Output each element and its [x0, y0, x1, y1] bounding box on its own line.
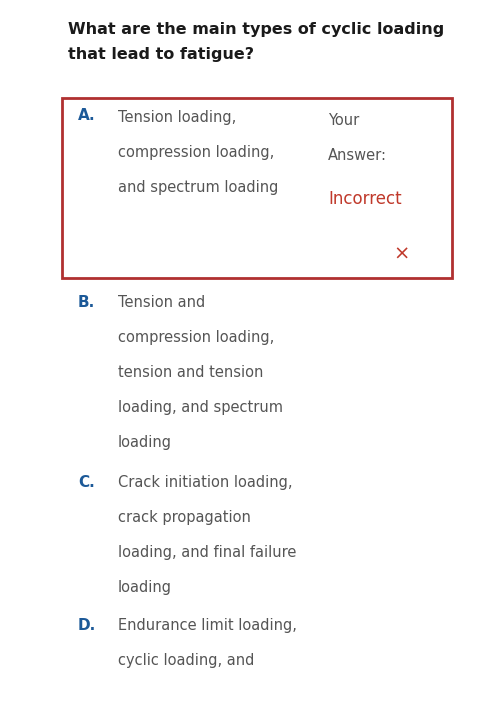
Text: B.: B. [78, 295, 95, 310]
Text: C.: C. [78, 475, 95, 490]
Text: loading, and spectrum: loading, and spectrum [118, 400, 283, 415]
Text: What are the main types of cyclic loading: What are the main types of cyclic loadin… [68, 22, 444, 37]
Text: compression loading,: compression loading, [118, 330, 274, 345]
Text: Answer:: Answer: [328, 148, 387, 163]
Text: D.: D. [78, 618, 96, 633]
Text: and spectrum loading: and spectrum loading [118, 180, 278, 195]
Text: Incorrect: Incorrect [328, 190, 402, 208]
Text: Tension loading,: Tension loading, [118, 110, 236, 125]
Text: loading: loading [118, 580, 172, 595]
Text: A.: A. [78, 108, 96, 123]
Text: that lead to fatigue?: that lead to fatigue? [68, 47, 254, 62]
Text: cyclic loading, and: cyclic loading, and [118, 653, 254, 668]
Text: tension and tension: tension and tension [118, 365, 263, 380]
Text: Endurance limit loading,: Endurance limit loading, [118, 618, 297, 633]
Text: Crack initiation loading,: Crack initiation loading, [118, 475, 293, 490]
Text: loading, and final failure: loading, and final failure [118, 545, 297, 560]
Text: Your: Your [328, 113, 359, 128]
Text: compression loading,: compression loading, [118, 145, 274, 160]
Text: Tension and: Tension and [118, 295, 205, 310]
Text: loading: loading [118, 435, 172, 450]
Text: crack propagation: crack propagation [118, 510, 251, 525]
FancyBboxPatch shape [62, 98, 452, 278]
Text: ×: × [393, 245, 409, 264]
